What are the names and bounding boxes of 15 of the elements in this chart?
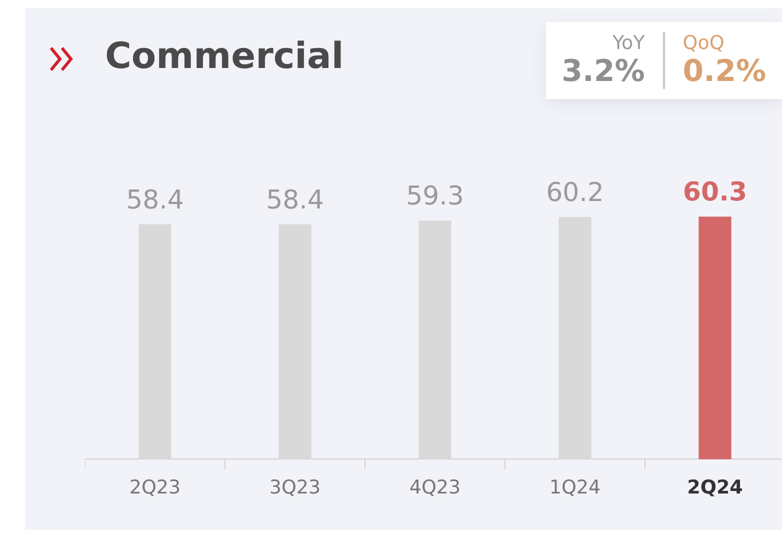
text: YoY: [611, 32, 645, 54]
data-label: 60.2: [546, 178, 604, 208]
data-label: 60.3: [682, 178, 748, 208]
text: QoQ: [682, 32, 726, 54]
data-label: 59.3: [406, 182, 464, 212]
x-tick-label: 4Q23: [409, 476, 461, 499]
x-tick-label: 3Q23: [269, 476, 321, 499]
text: 0.2%: [682, 54, 766, 89]
x-tick-label: 2Q23: [129, 476, 181, 499]
x-tick-label: 1Q24: [549, 476, 601, 499]
data-label: 58.4: [126, 185, 184, 216]
chart-title: Commercial: [105, 36, 344, 77]
x-tick-label: 2Q24: [687, 476, 743, 499]
data-label: 58.4: [266, 185, 324, 216]
text: 3.2%: [562, 54, 645, 89]
